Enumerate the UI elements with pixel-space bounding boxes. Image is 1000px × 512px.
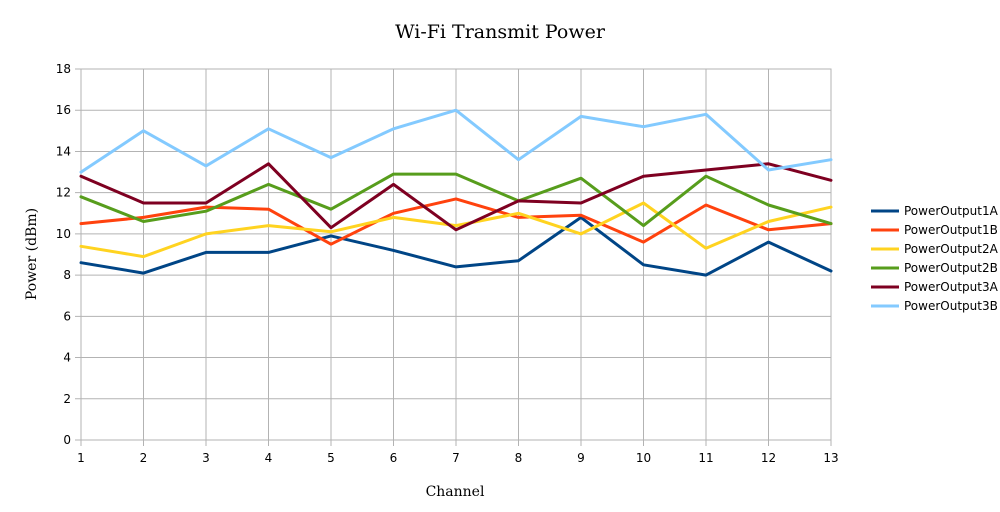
legend-label: PowerOutput2A [904,242,999,256]
legend: PowerOutput1A PowerOutput1B PowerOutput2A P… [871,204,999,313]
x-tick-label: 10 [636,451,651,465]
x-tick-label: 12 [761,451,776,465]
x-tick-label: 13 [823,451,838,465]
legend-item: PowerOutput3B [871,299,998,313]
legend-item: PowerOutput3A [871,280,999,294]
x-tick-label: 7 [452,451,460,465]
x-tick-label: 6 [390,451,398,465]
x-tick-label: 2 [140,451,148,465]
x-tick-label: 11 [698,451,713,465]
legend-label: PowerOutput1B [904,223,998,237]
series-line-poweroutput3a [79,162,833,232]
series-line-poweroutput2a [79,201,833,259]
y-tick-label: 4 [63,351,71,365]
plot-area [80,68,832,441]
x-tick-label: 3 [202,451,210,465]
legend-label: PowerOutput3B [904,299,998,313]
legend-label: PowerOutput2B [904,261,998,275]
series-line-poweroutput1a [79,215,833,277]
x-tick-label: 5 [327,451,335,465]
y-tick-label: 10 [56,227,71,241]
legend-item: PowerOutput2A [871,242,999,256]
y-tick-label: 14 [56,144,71,158]
y-tick-label: 0 [63,433,71,447]
y-tick-label: 6 [63,309,71,323]
x-axis-label: Channel [426,484,485,500]
series-line-poweroutput2b [79,172,833,228]
y-tick-label: 8 [63,268,71,282]
x-tick-label: 9 [577,451,585,465]
legend-label: PowerOutput1A [904,204,999,218]
series-line-poweroutput1b [79,197,833,246]
y-tick-label: 16 [56,103,71,117]
x-tick-label: 1 [77,451,85,465]
y-tick-label: 2 [63,392,71,406]
series-lines [79,108,833,277]
legend-item: PowerOutput1B [871,223,998,237]
legend-item: PowerOutput1A [871,204,999,218]
x-tick-label: 8 [515,451,523,465]
chart-title: Wi-Fi Transmit Power [395,21,606,43]
y-tick-label: 18 [56,62,71,76]
legend-label: PowerOutput3A [904,280,999,294]
legend-item: PowerOutput2B [871,261,998,275]
y-tick-label: 12 [56,186,71,200]
series-line-poweroutput3b [79,108,833,174]
y-axis-label: Power (dBm) [24,208,40,300]
x-tick-label: 4 [265,451,273,465]
